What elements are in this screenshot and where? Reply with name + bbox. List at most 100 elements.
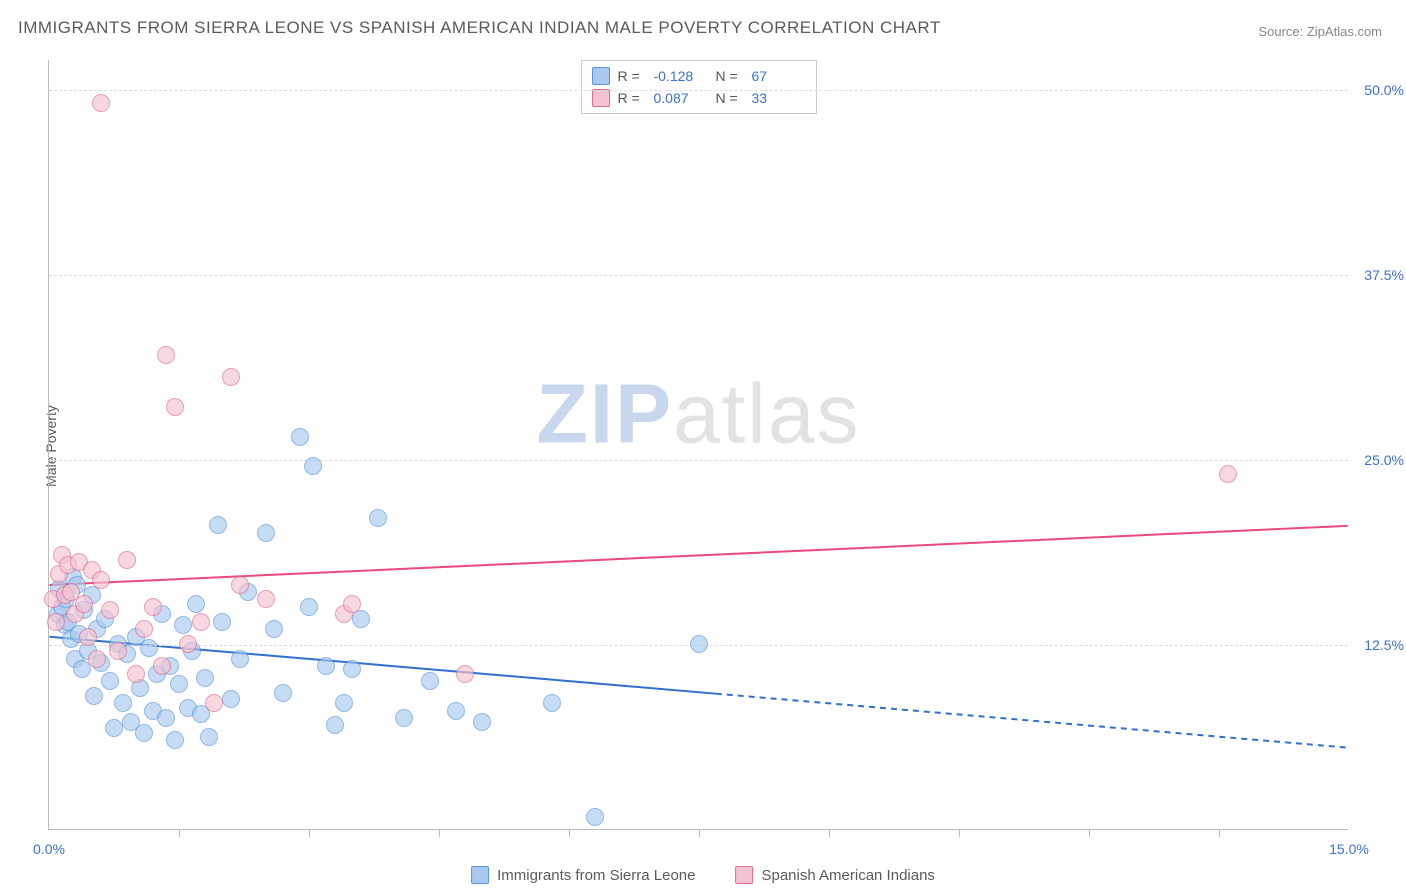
scatter-point — [140, 639, 158, 657]
legend-r-label: R = — [618, 90, 646, 106]
scatter-point — [166, 398, 184, 416]
watermark-part2: atlas — [673, 366, 860, 460]
legend-series-name: Spanish American Indians — [761, 867, 934, 884]
scatter-point — [114, 694, 132, 712]
scatter-point — [222, 690, 240, 708]
chart-source: Source: ZipAtlas.com — [1258, 24, 1382, 39]
gridline — [49, 460, 1348, 461]
scatter-point — [421, 672, 439, 690]
scatter-point — [343, 660, 361, 678]
legend-n-label: N = — [716, 90, 744, 106]
bottom-legend-item: Immigrants from Sierra Leone — [471, 866, 695, 884]
scatter-point — [166, 731, 184, 749]
x-tick — [439, 829, 440, 837]
scatter-point — [231, 650, 249, 668]
scatter-point — [157, 346, 175, 364]
legend-r-value: -0.128 — [654, 68, 708, 84]
x-tick — [1219, 829, 1220, 837]
bottom-legend: Immigrants from Sierra Leone Spanish Amer… — [471, 866, 935, 884]
scatter-point — [586, 808, 604, 826]
scatter-point — [222, 368, 240, 386]
legend-swatch — [592, 67, 610, 85]
scatter-point — [543, 694, 561, 712]
scatter-point — [47, 613, 65, 631]
scatter-point — [343, 595, 361, 613]
scatter-point — [196, 669, 214, 687]
gridline — [49, 90, 1348, 91]
scatter-point — [213, 613, 231, 631]
scatter-point — [92, 571, 110, 589]
scatter-point — [174, 616, 192, 634]
scatter-point — [144, 598, 162, 616]
scatter-point — [179, 635, 197, 653]
watermark: ZIPatlas — [536, 365, 860, 462]
y-tick-label: 12.5% — [1364, 637, 1404, 653]
legend-swatch — [592, 89, 610, 107]
scatter-point — [473, 713, 491, 731]
scatter-point — [456, 665, 474, 683]
scatter-point — [335, 694, 353, 712]
bottom-legend-item: Spanish American Indians — [735, 866, 934, 884]
scatter-point — [1219, 465, 1237, 483]
x-tick — [959, 829, 960, 837]
y-tick-label: 25.0% — [1364, 452, 1404, 468]
scatter-point — [157, 709, 175, 727]
scatter-point — [105, 719, 123, 737]
legend-series-name: Immigrants from Sierra Leone — [497, 867, 695, 884]
legend-n-value: 67 — [752, 68, 806, 84]
x-tick — [699, 829, 700, 837]
scatter-point — [92, 94, 110, 112]
scatter-point — [447, 702, 465, 720]
scatter-point — [690, 635, 708, 653]
scatter-point — [369, 509, 387, 527]
scatter-point — [291, 428, 309, 446]
legend-r-label: R = — [618, 68, 646, 84]
legend-stats-row: R =-0.128N =67 — [592, 65, 806, 87]
scatter-point — [88, 650, 106, 668]
x-tick — [1089, 829, 1090, 837]
scatter-point — [75, 595, 93, 613]
legend-n-value: 33 — [752, 90, 806, 106]
legend-swatch — [471, 866, 489, 884]
y-tick-label: 50.0% — [1364, 82, 1404, 98]
legend-swatch — [735, 866, 753, 884]
scatter-point — [170, 675, 188, 693]
scatter-point — [101, 601, 119, 619]
scatter-point — [209, 516, 227, 534]
legend-r-value: 0.087 — [654, 90, 708, 106]
scatter-point — [135, 724, 153, 742]
scatter-point — [187, 595, 205, 613]
scatter-point — [192, 613, 210, 631]
trend-lines — [49, 60, 1348, 829]
scatter-point — [109, 642, 127, 660]
plot-area: ZIPatlas R =-0.128N =67R =0.087N =33 12.… — [48, 60, 1348, 830]
scatter-point — [326, 716, 344, 734]
x-tick-label: 15.0% — [1329, 841, 1369, 857]
chart-title: IMMIGRANTS FROM SIERRA LEONE VS SPANISH … — [18, 18, 941, 38]
scatter-point — [205, 694, 223, 712]
scatter-point — [135, 620, 153, 638]
scatter-point — [257, 524, 275, 542]
watermark-part1: ZIP — [536, 366, 673, 460]
scatter-point — [265, 620, 283, 638]
trend-line-dashed — [716, 694, 1348, 748]
scatter-point — [118, 551, 136, 569]
scatter-point — [257, 590, 275, 608]
scatter-point — [101, 672, 119, 690]
gridline — [49, 275, 1348, 276]
x-tick — [569, 829, 570, 837]
x-tick — [179, 829, 180, 837]
x-tick-label: 0.0% — [33, 841, 65, 857]
scatter-point — [317, 657, 335, 675]
y-tick-label: 37.5% — [1364, 267, 1404, 283]
x-tick — [309, 829, 310, 837]
x-tick — [829, 829, 830, 837]
scatter-point — [300, 598, 318, 616]
scatter-point — [79, 628, 97, 646]
scatter-point — [127, 665, 145, 683]
scatter-point — [85, 687, 103, 705]
scatter-point — [153, 657, 171, 675]
scatter-point — [200, 728, 218, 746]
scatter-point — [395, 709, 413, 727]
scatter-point — [304, 457, 322, 475]
